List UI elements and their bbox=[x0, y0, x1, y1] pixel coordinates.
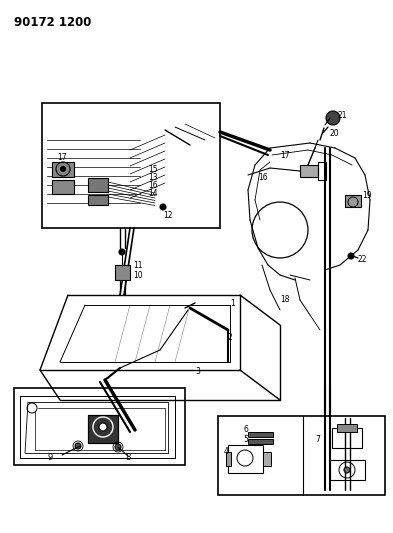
Text: 11: 11 bbox=[133, 261, 143, 270]
Bar bbox=[14, 388, 185, 465]
Bar bbox=[337, 424, 357, 432]
Text: 22: 22 bbox=[358, 255, 367, 264]
Circle shape bbox=[160, 204, 166, 210]
Bar bbox=[345, 195, 361, 207]
Text: 20: 20 bbox=[330, 128, 340, 138]
Bar bbox=[263, 452, 271, 466]
Bar bbox=[42, 103, 220, 228]
Text: 90172 1200: 90172 1200 bbox=[14, 15, 92, 28]
Circle shape bbox=[348, 253, 354, 259]
Bar bbox=[88, 178, 108, 192]
Bar bbox=[300, 165, 318, 177]
Text: 14: 14 bbox=[148, 190, 158, 198]
Bar bbox=[88, 415, 118, 443]
Text: 13: 13 bbox=[148, 173, 158, 182]
Circle shape bbox=[61, 166, 66, 172]
Text: 12: 12 bbox=[163, 211, 173, 220]
Circle shape bbox=[115, 444, 121, 450]
Text: 17: 17 bbox=[57, 152, 67, 161]
Text: 21: 21 bbox=[337, 110, 347, 119]
Bar bbox=[318, 162, 326, 180]
Text: 19: 19 bbox=[362, 190, 372, 199]
Bar bbox=[330, 460, 365, 480]
Circle shape bbox=[99, 423, 107, 431]
Text: 4: 4 bbox=[224, 448, 229, 456]
Text: 17: 17 bbox=[280, 150, 290, 159]
Text: 6: 6 bbox=[243, 425, 248, 434]
Bar bbox=[52, 162, 74, 177]
Text: 3: 3 bbox=[195, 367, 200, 376]
Text: 2: 2 bbox=[228, 334, 233, 343]
Text: 7: 7 bbox=[315, 435, 320, 445]
Bar bbox=[248, 439, 273, 444]
Bar bbox=[332, 428, 362, 448]
Bar bbox=[88, 415, 118, 443]
Bar bbox=[218, 416, 385, 495]
Text: 8: 8 bbox=[125, 453, 130, 462]
Text: 10: 10 bbox=[133, 271, 143, 279]
Text: 5: 5 bbox=[243, 434, 248, 443]
Text: 1: 1 bbox=[230, 298, 235, 308]
Bar bbox=[248, 432, 273, 437]
Circle shape bbox=[119, 249, 125, 255]
Circle shape bbox=[344, 467, 350, 473]
Circle shape bbox=[75, 443, 81, 449]
Bar bbox=[52, 180, 74, 194]
Bar bbox=[226, 452, 231, 466]
Circle shape bbox=[326, 111, 340, 125]
Text: 18: 18 bbox=[280, 295, 290, 304]
Bar bbox=[88, 195, 108, 205]
Text: 9: 9 bbox=[48, 453, 53, 462]
Text: 16: 16 bbox=[258, 174, 268, 182]
Bar bbox=[115, 265, 130, 280]
Text: 15: 15 bbox=[148, 165, 158, 174]
Text: 16: 16 bbox=[148, 181, 158, 190]
Bar bbox=[228, 445, 263, 473]
